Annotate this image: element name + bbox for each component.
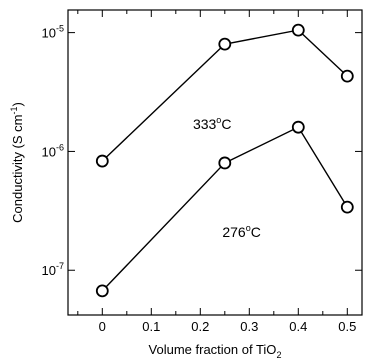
x-axis-title-main: Volume fraction of TiO [149, 342, 277, 357]
y-tick-label-exp: -5 [56, 24, 64, 34]
data-point [291, 23, 305, 37]
data-point [218, 156, 232, 170]
y-tick-label: 10-6 [42, 142, 64, 159]
y-tick-label: 10-5 [42, 24, 64, 41]
x-tick-label: 0.3 [240, 319, 258, 334]
data-point [218, 37, 232, 51]
y-tick-label-base: 10 [42, 26, 56, 41]
data-point [340, 69, 354, 83]
y-tick-label: 10-7 [42, 261, 64, 278]
x-axis-title-sub: 2 [276, 350, 281, 360]
y-axis-title: Conductivity (S cm-1) [9, 102, 25, 223]
axis-ticks: 0 0.1 0.2 0.3 0.4 0.510-710-610-5 [42, 10, 362, 334]
series-label: 333oC [193, 115, 232, 132]
series-label-end: C [251, 224, 261, 240]
y-tick-label-exp: -7 [56, 261, 64, 271]
series-label-sup: o [246, 223, 251, 233]
data-point [340, 200, 354, 214]
series-label-main: 333 [193, 116, 217, 132]
x-tick-label: 0.1 [142, 319, 160, 334]
y-axis-title-end: ) [10, 102, 25, 106]
x-axis-title: Volume fraction of TiO2 [149, 342, 282, 360]
x-tick-label: 0.4 [289, 319, 307, 334]
plot-frame [67, 9, 363, 316]
x-tick-label: 0.5 [338, 319, 356, 334]
y-tick-label-base: 10 [42, 144, 56, 159]
series-line [101, 126, 348, 292]
y-tick-label-base: 10 [42, 263, 56, 278]
x-tick-label: 0 [99, 319, 106, 334]
series-label-main: 276 [222, 224, 246, 240]
series-label-end: C [221, 116, 231, 132]
series-label-sup: o [216, 115, 221, 125]
y-tick-label-exp: -6 [56, 142, 64, 152]
series-label: 276oC [222, 223, 261, 240]
data-point [95, 284, 109, 298]
y-axis-title-main: Conductivity (S cm [10, 114, 25, 222]
x-tick-label: 0.2 [191, 319, 209, 334]
data-point [291, 120, 305, 134]
data-point [95, 154, 109, 168]
y-axis-title-sup: -1 [9, 106, 19, 114]
series-line [101, 29, 348, 162]
